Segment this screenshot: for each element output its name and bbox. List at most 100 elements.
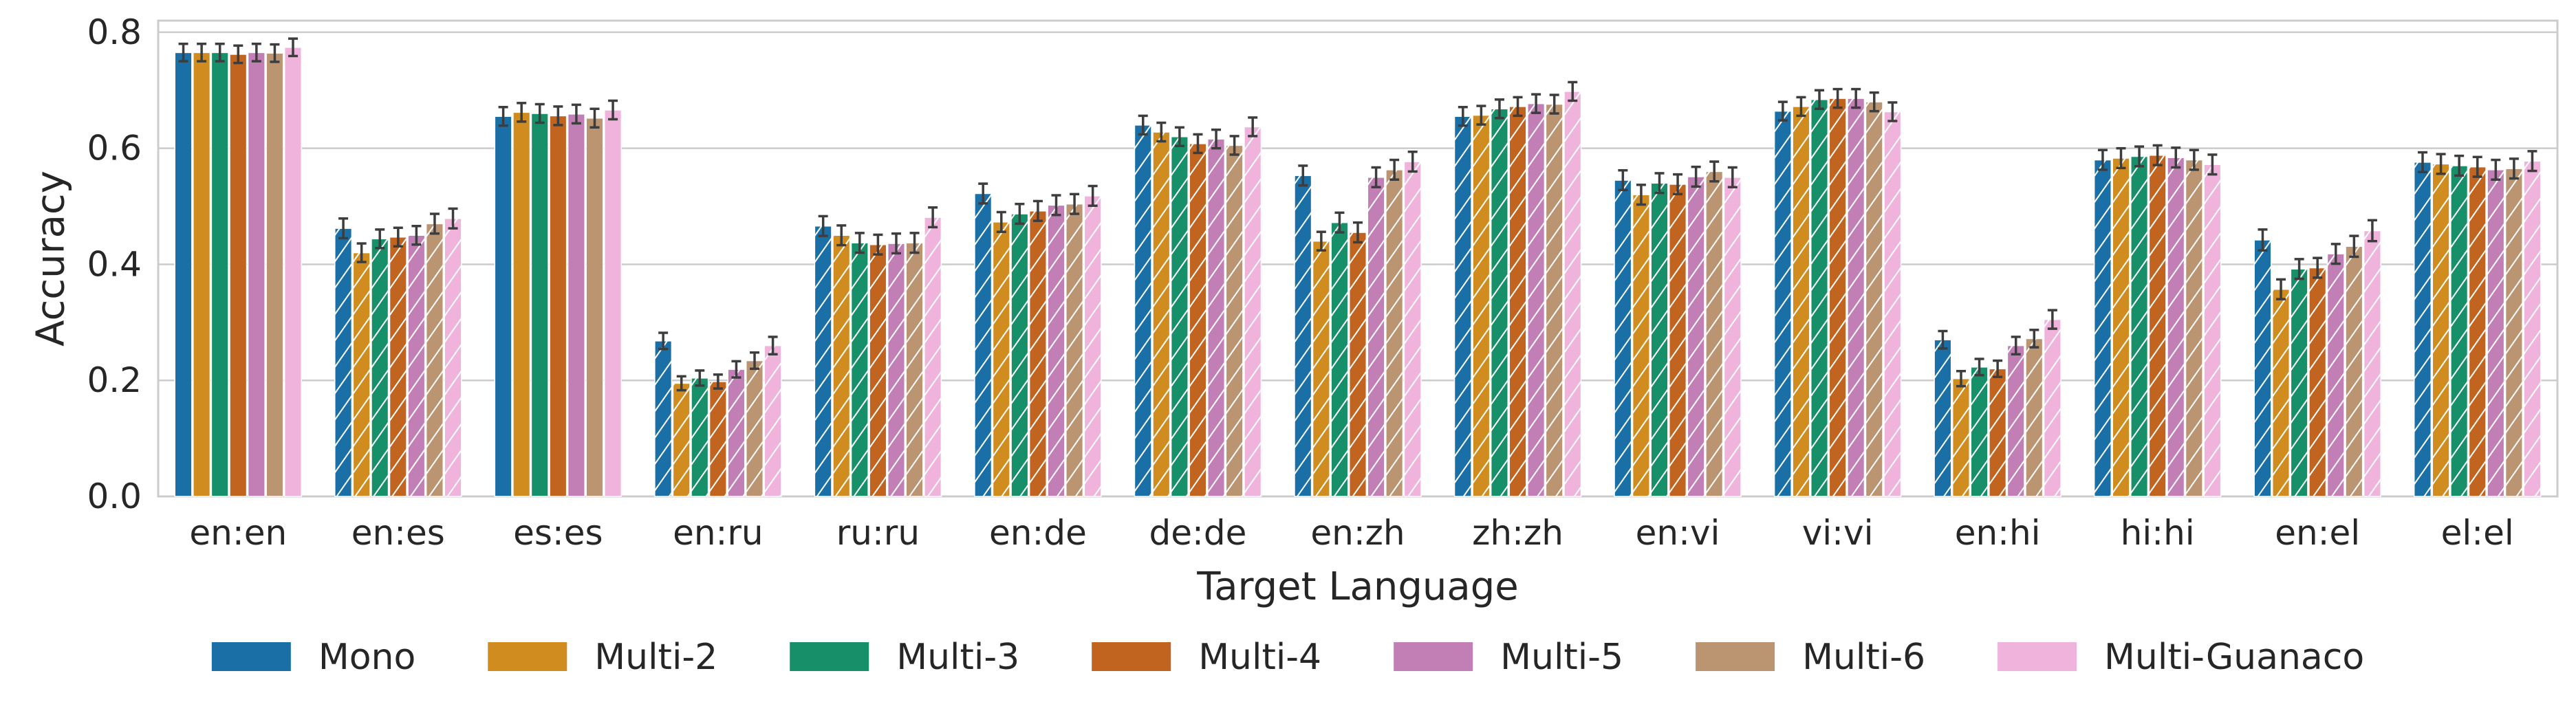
bar-group-es-es: [494, 99, 623, 497]
bar: [2130, 155, 2149, 497]
bar: [1723, 177, 1742, 497]
y-axis-ticks: 0.0 0.2 0.4 0.6 0.8: [87, 12, 142, 516]
bars: [174, 37, 2542, 497]
bar: [1490, 108, 1508, 497]
bar: [869, 243, 887, 497]
bar: [672, 382, 691, 497]
bar: [924, 217, 942, 497]
bar-group-en-ru: [654, 331, 782, 497]
bar: [2185, 159, 2203, 497]
bar-group-zh-zh: [1453, 80, 1582, 497]
bar: [1989, 368, 2007, 497]
bar: [814, 225, 832, 497]
x-tick-label: el:el: [2441, 513, 2514, 553]
bar: [1508, 106, 1527, 497]
bar: [1934, 339, 1952, 497]
bar: [2167, 157, 2185, 497]
bar: [2308, 267, 2327, 497]
legend-label: Mono: [318, 637, 415, 678]
bar-group-vi-vi: [1773, 87, 1902, 497]
bar: [2025, 338, 2044, 497]
y-tick-label: 0.8: [87, 12, 142, 52]
legend-label: Multi-Guanaco: [2104, 637, 2364, 678]
x-tick-label: en:de: [989, 513, 1087, 553]
bar: [352, 252, 371, 497]
legend-swatch: [1696, 642, 1775, 671]
bar: [2432, 163, 2450, 497]
legend-swatch: [1394, 642, 1473, 671]
legend-swatch: [1998, 642, 2077, 671]
bar: [1650, 182, 1669, 497]
bar: [708, 381, 727, 497]
bar: [1385, 169, 1404, 497]
bar: [1705, 171, 1724, 497]
bar: [1225, 144, 1244, 497]
legend-item: Mono: [211, 637, 415, 678]
bar: [1348, 232, 1367, 497]
bar: [1065, 203, 1084, 497]
bar: [1773, 110, 1792, 497]
legend-label: Multi-2: [594, 637, 717, 678]
bar: [850, 242, 869, 497]
bar: [1134, 124, 1152, 497]
bar-group-de-de: [1134, 114, 1262, 497]
bar: [247, 52, 266, 497]
bar: [2413, 162, 2432, 497]
x-tick-label: hi:hi: [2121, 513, 2195, 553]
bar: [1294, 175, 1312, 497]
bar: [2272, 288, 2291, 497]
bar: [2504, 168, 2523, 497]
bar: [1472, 114, 1491, 497]
bar: [654, 340, 673, 497]
bar: [1170, 136, 1189, 497]
bar: [444, 218, 462, 497]
bar: [371, 238, 389, 497]
bar-group-en-zh: [1294, 150, 1422, 497]
bar: [604, 109, 623, 497]
x-axis-ticks: en:en en:es es:es en:ru ru:ru en:de de:de en:zh…: [189, 513, 2513, 553]
bar: [1545, 103, 1563, 497]
y-tick-label: 0.0: [87, 476, 142, 516]
x-tick-label: en:es: [351, 513, 445, 553]
bar: [1614, 179, 1632, 497]
legend-label: Multi-5: [1500, 637, 1623, 678]
bar: [1028, 210, 1047, 497]
legend-swatch: [790, 642, 869, 671]
y-axis-label: Accuracy: [29, 171, 74, 347]
bar-group-en-vi: [1614, 160, 1742, 497]
bar: [2006, 344, 2025, 497]
bar: [1632, 194, 1650, 497]
bar: [229, 54, 248, 497]
bar: [1010, 213, 1029, 497]
x-tick-label: en:hi: [1955, 513, 2041, 553]
bar-group-en-el: [2253, 219, 2381, 497]
bar: [1792, 106, 1810, 497]
bar: [905, 242, 924, 497]
bar: [992, 221, 1010, 497]
bar: [1527, 102, 1546, 497]
bar: [549, 115, 567, 497]
bar-group-ru-ru: [814, 206, 942, 497]
bar: [1189, 143, 1207, 497]
bar-group-en-es: [334, 207, 462, 497]
bar: [974, 193, 993, 497]
legend-swatch: [488, 642, 567, 671]
legend-item: Multi-5: [1394, 637, 1623, 678]
x-tick-label: es:es: [513, 513, 603, 553]
bar: [1687, 176, 1705, 497]
bar: [1083, 195, 1102, 497]
bar: [1563, 91, 1582, 497]
bar: [1847, 98, 1865, 497]
y-tick-label: 0.2: [87, 360, 142, 400]
x-tick-label: en:en: [189, 513, 287, 553]
bar: [1453, 116, 1472, 497]
legend-item: Multi-4: [1092, 637, 1321, 678]
bar: [1312, 240, 1330, 497]
bar: [1207, 138, 1226, 497]
bar: [887, 243, 906, 497]
bar: [2450, 165, 2469, 497]
x-tick-label: en:zh: [1310, 513, 1405, 553]
x-tick-label: vi:vi: [1802, 513, 1874, 553]
bar: [2363, 230, 2381, 497]
